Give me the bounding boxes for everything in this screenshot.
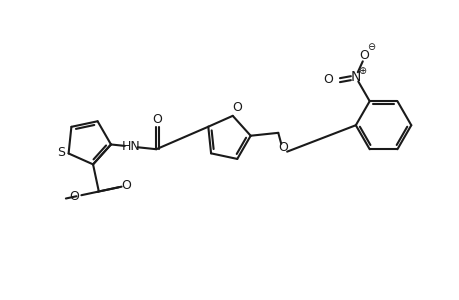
Text: N: N (350, 70, 360, 84)
Text: HN: HN (121, 140, 140, 153)
Text: O: O (152, 113, 162, 126)
Text: S: S (56, 146, 65, 159)
Text: O: O (69, 190, 79, 203)
Text: O: O (322, 73, 332, 86)
Text: ⊖: ⊖ (367, 43, 375, 52)
Text: O: O (231, 101, 241, 114)
Text: ⊕: ⊕ (357, 66, 365, 76)
Text: O: O (121, 179, 131, 192)
Text: O: O (278, 141, 287, 154)
Text: O: O (358, 49, 368, 62)
